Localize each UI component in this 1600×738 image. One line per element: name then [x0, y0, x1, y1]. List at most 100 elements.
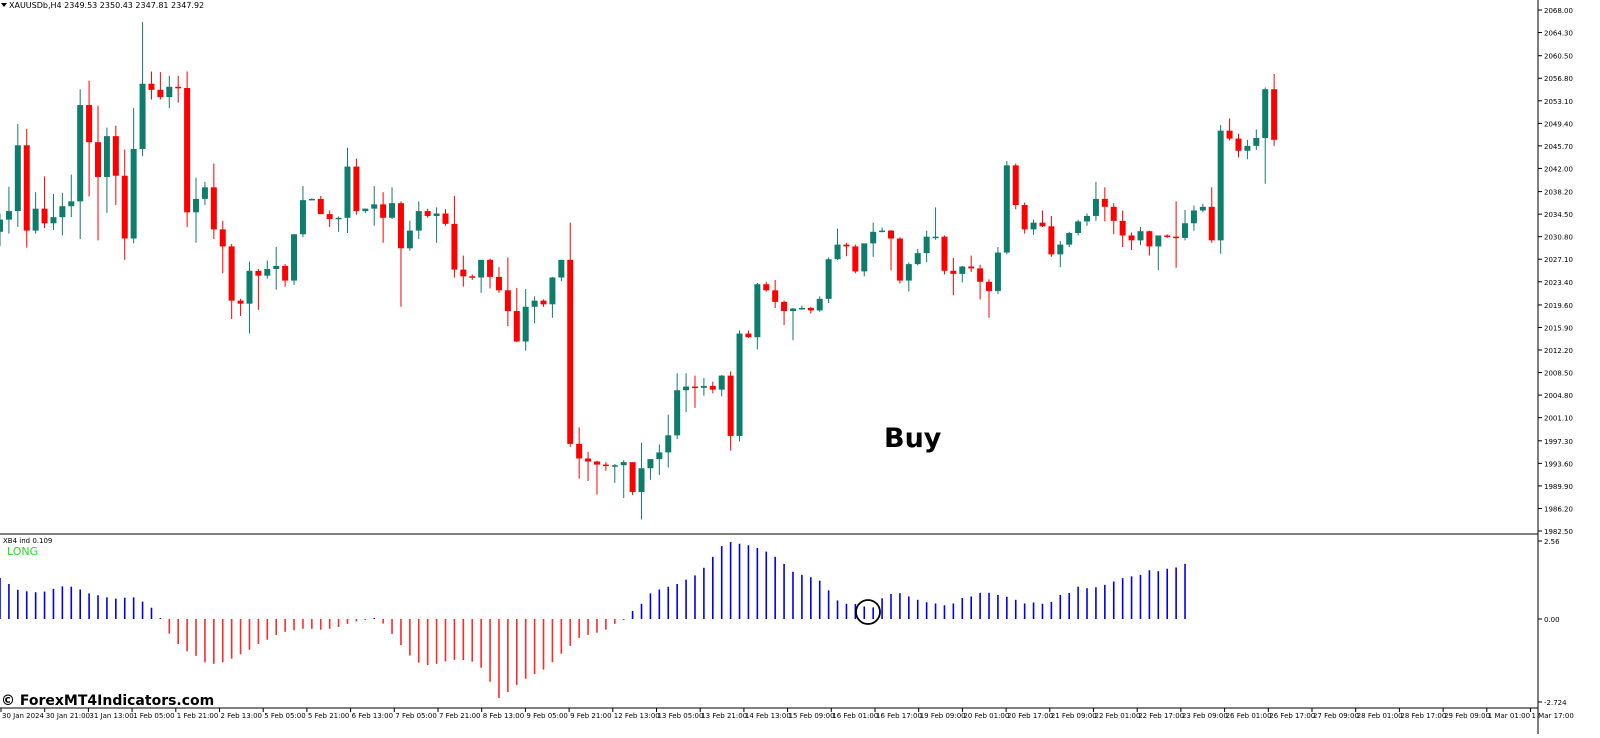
price-tick-label: 2060.50: [1544, 53, 1573, 61]
time-tick-label: 26 Feb 01:00: [1226, 712, 1272, 720]
candle: [1012, 163, 1019, 210]
indicator-signal: LONG: [7, 545, 39, 558]
candle: [291, 234, 298, 285]
candle: [914, 248, 921, 266]
candle-body: [282, 265, 289, 281]
symbol-dropdown-icon[interactable]: [1, 3, 7, 7]
candle-body: [531, 300, 538, 307]
candle-body: [745, 333, 752, 338]
candle: [59, 192, 66, 236]
price-tick-label: 2049.40: [1544, 120, 1573, 128]
candle-body: [130, 148, 137, 239]
candle-body: [326, 214, 333, 220]
candle: [629, 462, 636, 496]
candle-body: [1253, 137, 1260, 146]
candle-body: [656, 452, 663, 460]
candle-body: [210, 187, 217, 230]
time-tick-label: 14 Feb 13:00: [745, 712, 791, 720]
candle-body: [1199, 206, 1206, 211]
candle-body: [986, 281, 993, 291]
candle-body: [103, 136, 110, 177]
candle: [798, 305, 805, 310]
candle-body: [1137, 231, 1144, 241]
candle-body: [371, 204, 378, 209]
candle-body: [1271, 89, 1278, 140]
price-tick-label: 2001.10: [1544, 415, 1573, 423]
candle: [754, 282, 761, 350]
candle: [905, 262, 912, 292]
candle: [611, 463, 618, 483]
candle: [531, 296, 538, 324]
candle-body: [246, 270, 253, 304]
candle: [1003, 161, 1010, 255]
candle: [77, 89, 84, 240]
candle: [326, 210, 333, 227]
time-tick-label: 9 Feb 05:00: [526, 712, 567, 720]
candle: [451, 195, 458, 278]
candle-body: [923, 236, 930, 254]
candle: [879, 227, 886, 233]
watermark: © ForexMT4Indicators.com: [1, 693, 215, 709]
candle: [1190, 205, 1197, 231]
candle-body: [647, 459, 654, 469]
candle: [255, 268, 262, 310]
candle: [228, 243, 235, 319]
price-tick-label: 2004.80: [1544, 392, 1573, 400]
candle-body: [1190, 210, 1197, 224]
candle: [219, 220, 226, 274]
candle-body: [68, 201, 75, 207]
candle: [1271, 73, 1278, 146]
candle-body: [789, 308, 796, 312]
candle: [861, 243, 868, 277]
candle: [415, 201, 422, 240]
candle-body: [487, 259, 494, 277]
candle: [14, 123, 21, 227]
candle-body: [362, 208, 369, 212]
candle: [647, 459, 654, 480]
candle-body: [23, 145, 30, 231]
candle: [540, 299, 547, 307]
candle-body: [513, 311, 520, 342]
candle-body: [442, 213, 449, 224]
candle-body: [478, 259, 485, 278]
candle-body: [308, 198, 315, 201]
candle-body: [415, 211, 422, 231]
time-tick-label: 1 Mar 17:00: [1532, 712, 1574, 720]
candle-body: [941, 236, 948, 271]
candle: [522, 289, 529, 351]
candle: [32, 192, 39, 234]
candle-body: [879, 230, 886, 233]
time-tick-label: 7 Feb 21:00: [439, 712, 480, 720]
candle-body: [950, 270, 957, 274]
time-tick-label: 28 Feb 17:00: [1400, 712, 1446, 720]
candle-body: [335, 217, 342, 220]
candle: [576, 427, 583, 479]
time-tick-label: 6 Feb 13:00: [352, 712, 393, 720]
candle: [406, 220, 413, 251]
candle-body: [389, 203, 396, 218]
candle: [1075, 219, 1082, 236]
price-tick-label: 2045.70: [1544, 143, 1573, 151]
candle-body: [585, 458, 592, 462]
candle: [433, 207, 440, 243]
time-tick-label: 1 Mar 01:00: [1488, 712, 1530, 720]
candle-body: [95, 142, 102, 177]
candle: [709, 381, 716, 394]
candle-body: [175, 86, 182, 89]
candle-body: [273, 265, 280, 269]
time-tick-label: 7 Feb 05:00: [395, 712, 436, 720]
candle-body: [593, 461, 600, 465]
candle: [1173, 201, 1180, 268]
candle-body: [1092, 198, 1099, 216]
candle: [193, 177, 200, 243]
candle: [763, 281, 770, 292]
candle: [656, 444, 663, 475]
candle-body: [1235, 138, 1242, 151]
candle-body: [1084, 215, 1091, 222]
candle-body: [798, 307, 805, 310]
candle: [121, 149, 128, 260]
candle-body: [424, 211, 431, 216]
candle-body: [674, 390, 681, 436]
candle: [772, 279, 779, 308]
